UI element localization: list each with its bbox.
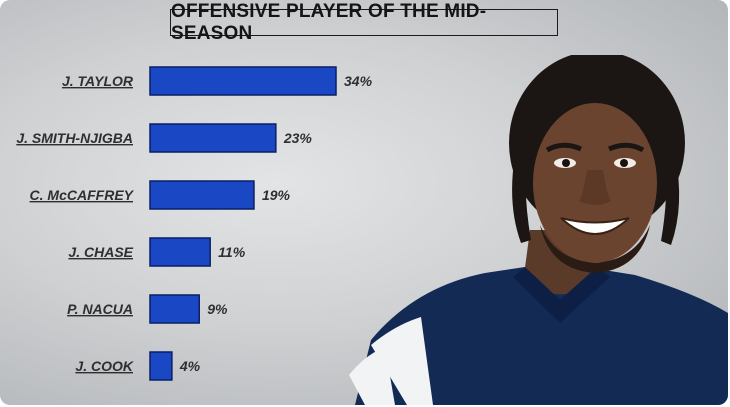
category-label: C. McCAFFREY [30, 187, 135, 203]
category-label: J. COOK [75, 358, 133, 374]
value-label: 19% [262, 187, 291, 203]
category-label: P. NACUA [67, 301, 133, 317]
player-photo [349, 55, 728, 405]
category-label: J. SMITH-NJIGBA [16, 130, 133, 146]
category-label: J. TAYLOR [62, 73, 134, 89]
bar [149, 237, 211, 267]
value-label: 23% [283, 130, 313, 146]
value-label: 4% [179, 358, 201, 374]
value-label: 34% [344, 73, 373, 89]
category-label: J. CHASE [68, 244, 133, 260]
bar [149, 351, 173, 381]
value-label: 9% [207, 301, 228, 317]
bar [149, 123, 277, 153]
value-label: 11% [218, 244, 246, 260]
bar [149, 66, 337, 96]
bar [149, 180, 255, 210]
bar [149, 294, 200, 324]
